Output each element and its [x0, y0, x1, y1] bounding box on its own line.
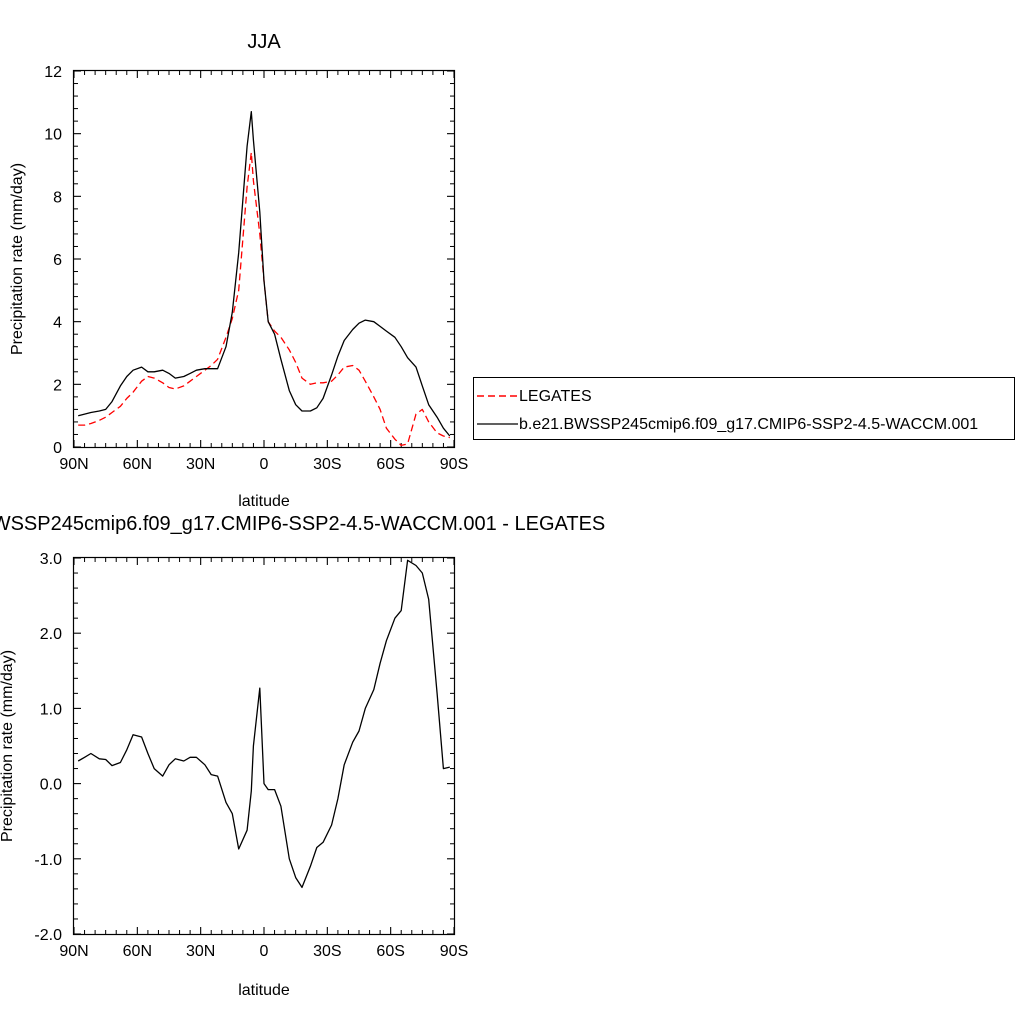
bottom-y-tick-label: -2.0 — [34, 927, 62, 944]
top-y-tick-label: 0 — [53, 440, 62, 457]
top-y-tick-label: 10 — [44, 127, 62, 144]
bottom-x-tick-label: 30S — [313, 943, 341, 960]
bottom-x-axis-label: latitude — [238, 982, 290, 999]
bottom-x-tick-label: 90N — [59, 943, 88, 960]
top-series-line-1 — [78, 112, 450, 436]
legend-label-legates: LEGATES — [519, 388, 592, 405]
bottom-y-axis-label: Precipitation rate (mm/day) — [0, 650, 16, 842]
top-ticks: 90N 60N 30N 0 30S 60S 90S 0 2 4 6 8 10 12 — [44, 64, 468, 473]
bottom-chart-title: b.e21.BWSSP245cmip6.f09_g17.CMIP6-SSP2-4… — [0, 513, 605, 535]
top-x-tick-label: 90S — [440, 456, 468, 473]
bottom-y-tick-label: 2.0 — [40, 626, 62, 643]
top-x-tick-label: 0 — [260, 456, 269, 473]
top-series — [78, 112, 450, 446]
bottom-x-tick-label: 90S — [440, 943, 468, 960]
bottom-series — [78, 560, 450, 887]
bottom-series-line-0 — [78, 560, 450, 887]
bottom-x-tick-label: 30N — [186, 943, 215, 960]
top-x-tick-label: 30N — [186, 456, 215, 473]
top-y-tick-label: 12 — [44, 64, 62, 81]
bottom-y-tick-label: -1.0 — [34, 852, 62, 869]
bottom-y-tick-label: 0.0 — [40, 777, 62, 794]
top-x-tick-label: 60S — [376, 456, 404, 473]
bottom-ticks: 90N 60N 30N 0 30S 60S 90S -2.0 -1.0 0.0 1.0 2.0 3.0 — [34, 551, 468, 960]
top-panel: JJA 90N 60N 30N 0 30S 60S 90S 0 2 4 6 8 10 12 latitud… — [9, 31, 468, 510]
top-y-tick-label: 6 — [53, 252, 62, 269]
top-y-tick-label: 2 — [53, 377, 62, 394]
top-chart-title: JJA — [247, 31, 281, 53]
legend-label-model: b.e21.BWSSP245cmip6.f09_g17.CMIP6-SSP2-4… — [519, 416, 978, 433]
legend: LEGATES b.e21.BWSSP245cmip6.f09_g17.CMIP… — [474, 378, 1015, 440]
bottom-panel: b.e21.BWSSP245cmip6.f09_g17.CMIP6-SSP2-4… — [0, 513, 605, 999]
bottom-x-tick-label: 60S — [376, 943, 404, 960]
top-x-tick-label: 90N — [59, 456, 88, 473]
bottom-x-tick-label: 60N — [123, 943, 152, 960]
bottom-plot-frame — [74, 558, 455, 935]
top-y-tick-label: 4 — [53, 315, 62, 332]
top-y-tick-label: 8 — [53, 189, 62, 206]
top-x-tick-label: 60N — [123, 456, 152, 473]
top-series-line-0 — [78, 153, 450, 446]
bottom-y-tick-label: 1.0 — [40, 701, 62, 718]
top-y-axis-label: Precipitation rate (mm/day) — [9, 163, 26, 355]
bottom-x-tick-label: 0 — [260, 943, 269, 960]
top-plot-frame — [74, 71, 455, 448]
top-x-tick-label: 30S — [313, 456, 341, 473]
bottom-y-tick-label: 3.0 — [40, 551, 62, 568]
top-x-axis-label: latitude — [238, 493, 290, 510]
